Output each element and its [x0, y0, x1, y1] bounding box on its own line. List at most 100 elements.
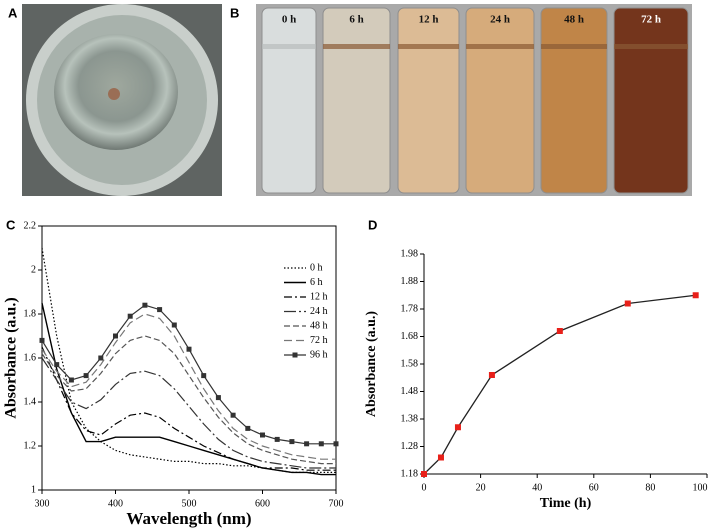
photo-label: 72 h: [641, 14, 661, 26]
photo-label: 0 h: [282, 14, 296, 26]
photo-a: [22, 4, 222, 196]
y-tick-label: 1.6: [24, 352, 37, 363]
photo-label: 12 h: [419, 14, 439, 26]
photo-label: 48 h: [564, 14, 584, 26]
legend-label: 6 h: [310, 277, 323, 288]
y-tick-label: 1.88: [401, 276, 419, 287]
tube-rim: [541, 44, 607, 49]
panel-label: A: [8, 5, 18, 20]
line: [41, 346, 336, 471]
x-tick-label: 700: [329, 498, 344, 509]
x-tick-label: 500: [182, 498, 197, 509]
marker: [421, 471, 427, 477]
y-axis-label: Absorbance (a.u.): [364, 311, 379, 418]
x-tick-label: 0: [422, 482, 427, 493]
tubes: 0 h 6 h 12 h 24 h 48 h 72 h: [261, 7, 689, 194]
tube-rim: [323, 44, 390, 49]
legend-label: 24 h: [310, 306, 328, 317]
tube: [465, 7, 535, 194]
y-tick-label: 1.38: [401, 413, 419, 424]
marker: [556, 328, 563, 334]
marker: [201, 373, 207, 379]
x-axis-label: Time (h): [540, 496, 592, 511]
y-tick-label: 1.4: [24, 396, 37, 407]
legend-label: 96 h: [310, 349, 328, 360]
marker: [215, 395, 221, 401]
y-tick-label: 1.68: [401, 331, 419, 342]
marker: [274, 436, 280, 442]
y-tick-label: 1: [31, 484, 36, 495]
marker: [624, 300, 631, 307]
tube: [261, 7, 317, 194]
line: [41, 302, 336, 476]
marker: [230, 412, 236, 418]
marker: [333, 441, 339, 447]
inoculum: [108, 88, 120, 100]
tube: [540, 7, 608, 194]
x-tick-label: 80: [645, 482, 655, 493]
y-tick-label: 1.8: [24, 308, 37, 319]
marker: [454, 424, 461, 431]
marker: [83, 373, 89, 379]
marker: [692, 292, 699, 299]
panel-label: C: [6, 217, 16, 232]
x-tick-label: 60: [589, 482, 599, 493]
marker: [127, 313, 133, 319]
y-tick-label: 2.2: [24, 220, 37, 231]
tube-rim: [398, 44, 459, 49]
marker: [54, 362, 60, 368]
marker: [437, 454, 444, 461]
photo-label: 24 h: [490, 14, 510, 26]
y-axis-label: Absorbance (a.u.): [3, 297, 20, 418]
y-tick-label: 1.98: [401, 248, 419, 259]
y-tick-label: 1.2: [24, 440, 37, 451]
line: [41, 335, 336, 465]
y-tick-label: 1.78: [401, 303, 419, 314]
tube: [322, 7, 391, 194]
line: [41, 313, 336, 460]
legend-label: 12 h: [310, 291, 328, 302]
x-tick-label: 100: [693, 482, 708, 493]
marker: [68, 377, 74, 383]
line: [423, 294, 696, 475]
legend-label: 0 h: [310, 262, 323, 273]
legend-label: 48 h: [310, 320, 328, 331]
marker: [98, 355, 104, 361]
marker: [245, 425, 251, 431]
y-tick-label: 1.58: [401, 358, 419, 369]
x-tick-label: 600: [255, 498, 270, 509]
tube-rim: [466, 44, 534, 49]
marker: [186, 346, 192, 352]
y-tick-label: 1.28: [401, 441, 419, 452]
marker: [39, 337, 45, 343]
photo-label: 6 h: [349, 14, 363, 26]
x-axis-label: Wavelength (nm): [126, 509, 251, 528]
panel-label: B: [230, 5, 239, 20]
x-tick-label: 300: [35, 498, 50, 509]
marker: [113, 333, 118, 339]
x-tick-label: 40: [532, 482, 542, 493]
x-tick-label: 400: [108, 498, 123, 509]
tube-rim: [614, 44, 688, 49]
plot-frame: [41, 225, 337, 491]
marker: [260, 432, 265, 438]
line: [41, 247, 336, 473]
x-tick-label: 20: [476, 482, 486, 493]
tube-rim: [262, 44, 316, 49]
legend-label: 72 h: [310, 335, 328, 346]
marker: [488, 372, 495, 378]
marker: [304, 441, 310, 447]
marker: [289, 439, 295, 445]
panel-label: D: [368, 217, 377, 232]
marker: [318, 441, 324, 447]
tube: [613, 7, 689, 194]
y-tick-label: 1.18: [401, 468, 419, 479]
legend-marker: [292, 352, 298, 358]
marker: [157, 307, 163, 313]
marker: [142, 302, 148, 308]
marker: [171, 322, 177, 328]
y-tick-label: 2: [31, 264, 36, 275]
tube: [397, 7, 460, 194]
